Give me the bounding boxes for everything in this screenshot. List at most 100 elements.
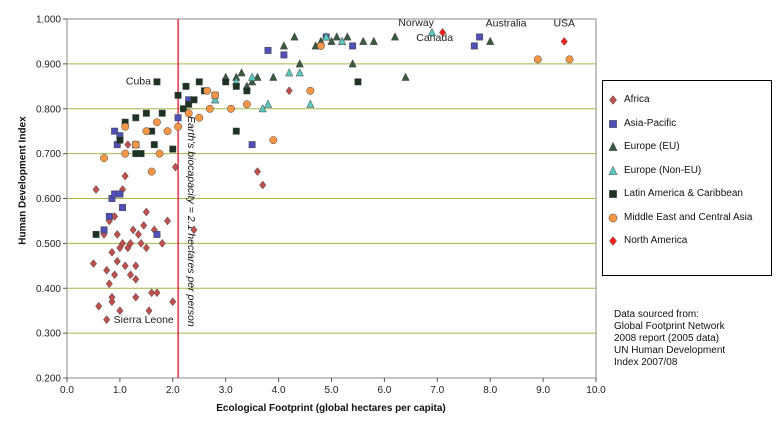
data-point [237,68,246,77]
y-tick-label: 0.500 [36,239,61,250]
legend-marker-shape [609,236,617,246]
data-point [147,167,156,176]
data-point [182,82,190,90]
data-point [232,82,240,90]
legend-marker-shape [608,213,618,222]
legend: Africa Asia-Pacific Europe (EU) Europe (Non… [602,80,772,276]
legend-marker [608,141,618,151]
data-point [108,247,116,257]
legend-marker-shape [608,141,618,151]
data-point [327,36,336,45]
data-point [174,122,183,131]
legend-marker [608,165,618,175]
x-tick-label: 2.0 [166,385,180,396]
data-point [145,306,153,316]
source-line: Global Footprint Network [614,321,725,332]
data-point [158,109,166,117]
data-point [111,270,119,280]
source-line: 2008 report (2005 data) [614,333,720,344]
x-tick-label: 3.0 [219,385,233,396]
data-point [306,86,315,95]
data-point [248,77,257,86]
biocapacity-label: Earth's biocapacity = 2.1 hectares per p… [185,116,197,327]
data-point [100,226,108,234]
data-point [132,274,140,284]
data-point [232,127,240,135]
data-point [105,279,113,289]
data-point [121,171,129,181]
data-point [116,136,124,144]
data-point [533,55,542,64]
data-point [369,36,378,45]
legend-label: Middle East and Central Asia [624,211,753,223]
y-tick-label: 0.800 [36,104,61,115]
data-point [142,243,150,253]
legend-marker [609,236,617,246]
data-point [211,95,220,104]
point-annotation: Australia [486,18,527,30]
data-point [222,78,230,86]
data-point [89,259,97,268]
data-point [332,32,341,41]
y-tick-label: 0.400 [36,284,61,295]
point-annotation: USA [553,18,575,30]
data-point [132,292,140,302]
data-point [148,288,156,298]
data-point [132,261,140,271]
data-point [131,140,140,149]
legend-label: Europe (Non-EU) [624,164,702,176]
data-point [158,238,166,248]
data-point [439,28,447,37]
data-point [258,103,267,113]
data-point [306,99,315,108]
data-point [140,221,148,230]
data-point [108,292,116,302]
data-point [155,149,164,158]
y-axis-ticks: 0.200 0.300 0.400 0.500 0.600 0.700 0.800 0.900… [36,15,67,385]
data-point [565,55,574,64]
x-axis-ticks: 0.0 1.0 2.0 3.0 4.0 5.0 6.0 7.0 8.0 9.0 10.0 [60,378,606,396]
data-point [142,207,150,217]
y-tick-label: 0.200 [36,374,61,385]
data-point [285,68,294,77]
data-point [280,51,288,59]
data-point [113,229,121,239]
data-point [142,127,151,136]
data-point [227,104,235,113]
data-point [103,315,111,325]
x-tick-label: 10.0 [586,385,606,396]
gridlines [67,63,596,334]
data-point [153,230,161,238]
y-tick-label: 0.300 [36,329,61,340]
data-point [92,185,100,194]
data-point [295,59,304,68]
data-point [121,261,129,271]
legend-marker-shape [609,119,617,128]
y-tick-label: 1.000 [36,15,61,26]
annotations: Norway Canada Australia USA Cuba Sierra Leone [114,17,575,326]
y-tick-label: 0.600 [36,194,61,205]
data-point [190,96,198,104]
legend-marker [609,95,617,105]
data-point [179,105,187,113]
data-point [124,140,132,150]
data-point [343,32,352,41]
legend-label: Europe (EU) [624,141,680,152]
data-point [359,36,368,45]
y-tick-label: 0.900 [36,59,61,70]
data-point [119,238,127,248]
data-point [205,104,214,113]
legend-label: Latin America & Caribbean [624,188,743,199]
series-0 [89,86,293,325]
data-point [105,213,113,220]
data-point [163,127,172,136]
data-point [108,297,116,307]
data-point [137,238,145,248]
legend-marker [608,213,618,222]
data-point [322,32,331,41]
data-point [337,36,347,45]
data-point [92,230,100,238]
data-point [253,72,262,81]
data-point [349,42,357,50]
data-point [126,270,135,280]
